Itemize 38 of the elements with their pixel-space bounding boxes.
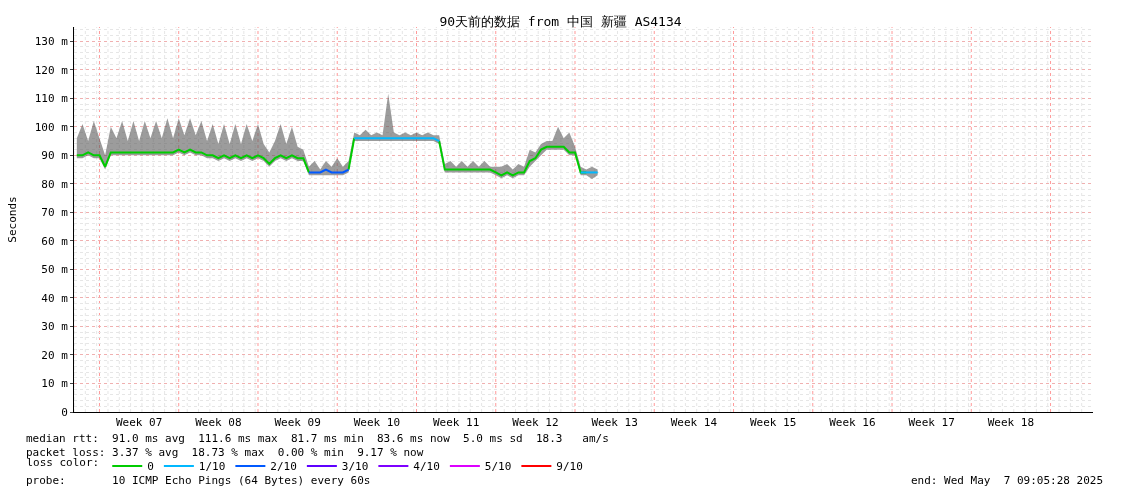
legend-label: 1/10 bbox=[198, 460, 226, 474]
x-tick-label: Week 08 bbox=[195, 416, 242, 430]
x-tick-label: Week 15 bbox=[749, 416, 797, 430]
x-tick-label: Week 16 bbox=[829, 416, 876, 430]
y-tick-label: 100 m bbox=[34, 120, 69, 134]
x-tick-label: Week 09 bbox=[274, 416, 321, 430]
x-tick-label: Week 13 bbox=[591, 416, 638, 430]
y-tick-label: 70 m bbox=[41, 206, 69, 220]
y-tick-label: 80 m bbox=[41, 177, 69, 191]
text: median rtt: 91.0 ms avg 111.6 ms max 81.7 ms min 83.6 ms now 5.0 ms sd 18.3 am/s bbox=[26, 432, 609, 445]
legend-label: 4/10 bbox=[413, 460, 440, 474]
legend-label: 0 bbox=[147, 460, 154, 474]
y-tick-label: 10 m bbox=[41, 377, 69, 391]
x-tick-label: Week 18 bbox=[987, 416, 1035, 430]
y-tick-label: 120 m bbox=[34, 63, 69, 77]
x-tick-label: Week 12 bbox=[512, 416, 559, 430]
y-tick-label: 30 m bbox=[41, 320, 69, 334]
text: end: Wed May 7 09:05:28 2025 bbox=[911, 474, 1104, 487]
y-tick-label: 110 m bbox=[34, 92, 69, 106]
legend-label: 2/10 bbox=[270, 460, 297, 474]
x-tick-label: Week 17 bbox=[908, 416, 955, 430]
legend-label: 3/10 bbox=[341, 460, 369, 474]
y-tick-label: 0 bbox=[61, 405, 68, 419]
legend-label: 5/10 bbox=[484, 460, 512, 474]
y-axis-title: Seconds bbox=[6, 196, 20, 243]
y-tick-label: 60 m bbox=[41, 234, 69, 248]
text: probe: 10 ICMP Echo Pings (64 Bytes) every 60s bbox=[26, 474, 371, 487]
legend-label: 9/10 bbox=[556, 460, 583, 474]
chart-title: 90天前的数据 from 中国 新疆 AS4134 bbox=[439, 13, 682, 29]
y-tick-label: 130 m bbox=[34, 35, 69, 49]
x-tick-label: Week 11 bbox=[432, 416, 480, 430]
y-tick-label: 50 m bbox=[41, 263, 69, 277]
y-tick-label: 90 m bbox=[41, 149, 69, 163]
x-tick-label: Week 07 bbox=[115, 416, 163, 430]
y-tick-label: 20 m bbox=[41, 348, 69, 362]
x-tick-label: Week 14 bbox=[670, 416, 718, 430]
x-tick-label: Week 10 bbox=[353, 416, 401, 430]
y-tick-label: 40 m bbox=[41, 291, 69, 305]
